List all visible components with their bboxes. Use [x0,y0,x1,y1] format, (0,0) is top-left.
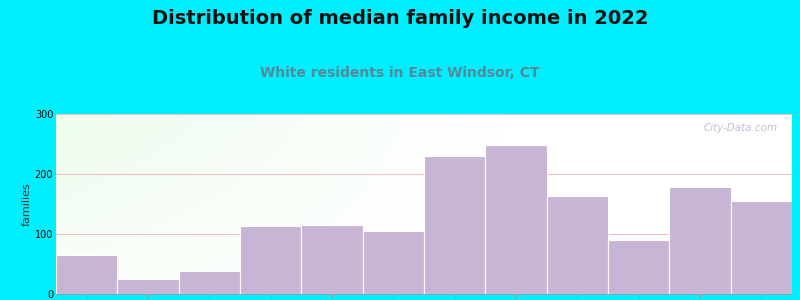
Bar [730,201,792,294]
Bar [302,225,362,294]
Bar [362,231,424,294]
Text: White residents in East Windsor, CT: White residents in East Windsor, CT [260,66,540,80]
Text: City-Data.com: City-Data.com [703,123,778,133]
Bar [670,187,730,294]
Bar [546,196,608,294]
Bar [424,156,486,294]
Y-axis label: families: families [22,182,32,226]
Bar [240,226,302,294]
Bar [608,240,670,294]
Text: Distribution of median family income in 2022: Distribution of median family income in … [152,9,648,28]
Bar [56,255,118,294]
Bar [178,271,240,294]
Bar [118,279,178,294]
Bar [486,145,546,294]
